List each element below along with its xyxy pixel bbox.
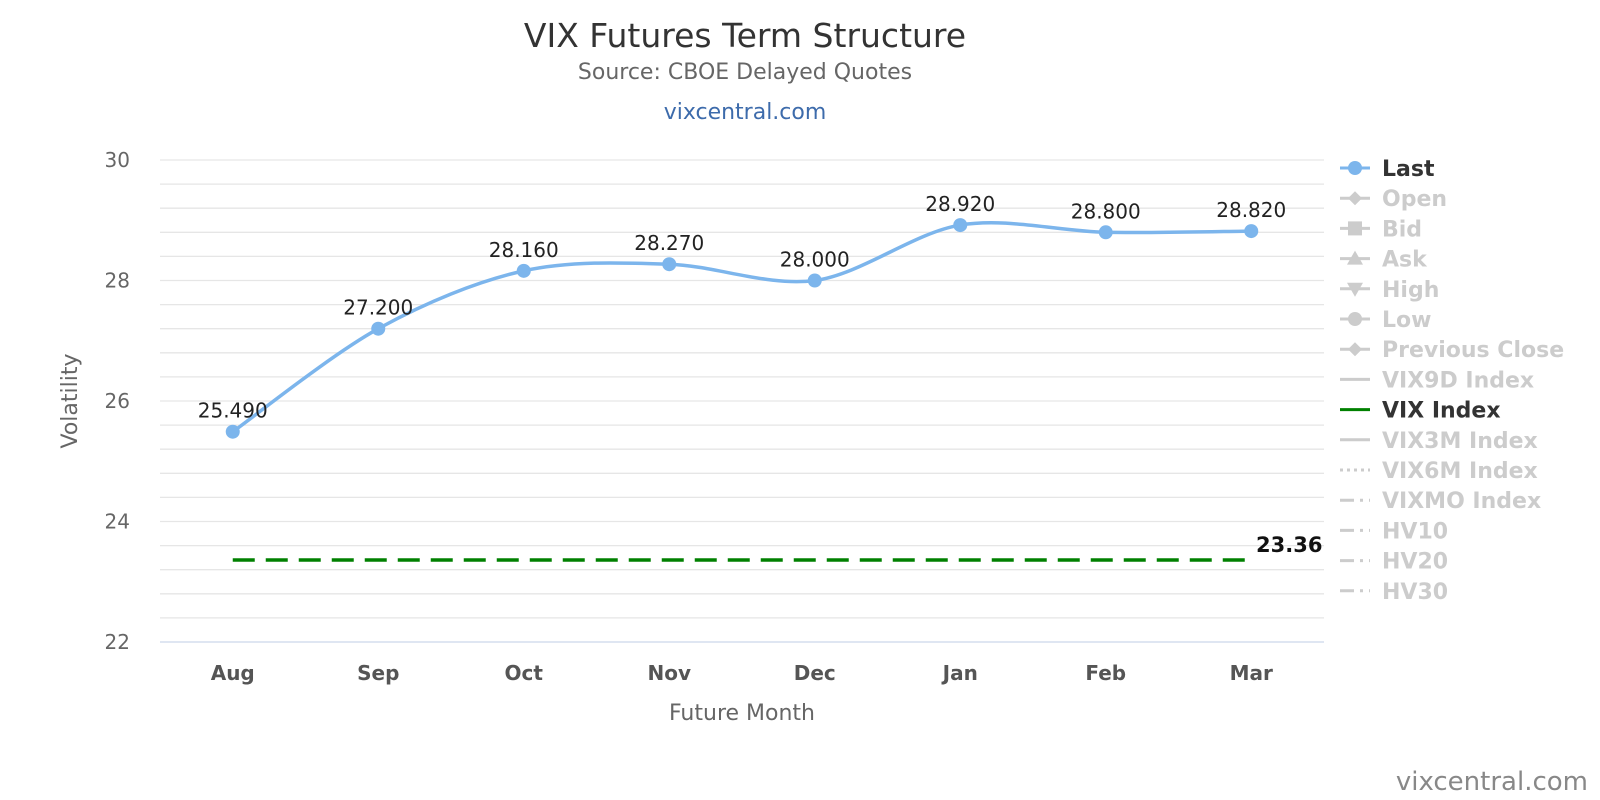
- legend-item-previous-close[interactable]: Previous Close: [1340, 338, 1564, 363]
- legend-label: VIXMO Index: [1382, 489, 1541, 514]
- x-tick-label: Dec: [794, 661, 836, 685]
- series-layer: 23.36 25.490 27.200 28.160 28.270 28.000 28.92…: [198, 192, 1322, 562]
- x-tick-label: Nov: [647, 661, 691, 685]
- legend: Last Open Bid Ask High Low Previous Close VIX9D…: [1340, 157, 1564, 605]
- legend-marker-triangle-down: [1347, 282, 1363, 297]
- legend-label: High: [1382, 278, 1439, 303]
- legend-item-bid[interactable]: Bid: [1340, 217, 1422, 242]
- chart-title: VIX Futures Term Structure: [524, 16, 966, 55]
- site-link[interactable]: vixcentral.com: [664, 100, 827, 125]
- legend-label: VIX9D Index: [1382, 368, 1534, 393]
- last-series-line: [231, 221, 1252, 434]
- legend-label: VIX6M Index: [1382, 459, 1538, 484]
- legend-label: Ask: [1382, 248, 1428, 273]
- vix-index-value-label: 23.36: [1256, 533, 1322, 557]
- last-data-label: 28.160: [489, 238, 559, 262]
- last-data-label: 28.800: [1071, 199, 1141, 223]
- x-axis: Aug Sep Oct Nov Dec Jan Feb Mar: [211, 661, 1273, 685]
- legend-label: VIX Index: [1382, 399, 1501, 424]
- last-point-marker: [1098, 225, 1113, 240]
- legend-label: HV30: [1382, 580, 1448, 605]
- y-axis: 22 24 26 28 30: [105, 148, 130, 654]
- legend-label: Last: [1382, 157, 1435, 182]
- legend-item-ask[interactable]: Ask: [1340, 248, 1428, 273]
- legend-label: VIX3M Index: [1382, 429, 1538, 454]
- legend-label: Previous Close: [1382, 338, 1564, 363]
- legend-item-high[interactable]: High: [1340, 278, 1439, 303]
- legend-item-low[interactable]: Low: [1340, 308, 1431, 333]
- x-axis-title: Future Month: [669, 701, 815, 726]
- last-data-label: 28.820: [1216, 198, 1286, 222]
- legend-item-vix3m-index[interactable]: VIX3M Index: [1340, 429, 1538, 454]
- last-point-marker: [516, 263, 531, 278]
- legend-marker-circle: [1348, 161, 1362, 175]
- legend-label: Open: [1382, 187, 1447, 212]
- legend-label: HV20: [1382, 550, 1448, 575]
- legend-item-vix-index[interactable]: VIX Index: [1340, 399, 1501, 424]
- legend-marker-circle: [1348, 312, 1362, 326]
- watermark: vixcentral.com: [1396, 767, 1588, 797]
- y-tick-label: 30: [105, 148, 130, 172]
- last-point-marker: [371, 321, 386, 336]
- y-tick-label: 22: [105, 630, 130, 654]
- legend-item-hv10[interactable]: HV10: [1340, 519, 1448, 544]
- last-data-label: 25.490: [198, 399, 268, 423]
- plot-grid: [160, 159, 1324, 643]
- last-point-marker: [1244, 224, 1259, 239]
- legend-item-vix9d-index[interactable]: VIX9D Index: [1340, 368, 1534, 393]
- y-tick-label: 28: [105, 269, 130, 293]
- legend-label: Low: [1382, 308, 1431, 333]
- x-tick-label: Aug: [211, 661, 255, 685]
- legend-label: Bid: [1382, 217, 1422, 242]
- last-data-label: 28.270: [634, 231, 704, 255]
- last-point-marker: [225, 424, 240, 439]
- legend-marker-diamond: [1348, 342, 1362, 357]
- legend-item-hv20[interactable]: HV20: [1340, 550, 1448, 575]
- x-tick-label: Mar: [1230, 661, 1273, 685]
- x-tick-label: Oct: [505, 661, 544, 685]
- legend-marker-square: [1348, 221, 1362, 236]
- legend-item-hv30[interactable]: HV30: [1340, 580, 1448, 605]
- last-point-marker: [662, 257, 677, 272]
- last-point-marker: [807, 273, 822, 288]
- y-tick-label: 24: [105, 510, 130, 534]
- legend-item-last[interactable]: Last: [1340, 157, 1435, 182]
- last-data-label: 28.000: [780, 248, 850, 272]
- legend-label: HV10: [1382, 519, 1448, 544]
- y-axis-title: Volatility: [58, 353, 83, 448]
- last-data-label: 28.920: [925, 192, 995, 216]
- legend-item-open[interactable]: Open: [1340, 187, 1447, 212]
- legend-item-vix6m-index[interactable]: VIX6M Index: [1340, 459, 1538, 484]
- x-tick-label: Feb: [1085, 661, 1126, 685]
- y-tick-label: 26: [105, 389, 130, 413]
- last-data-label: 27.200: [343, 296, 413, 320]
- chart-subtitle: Source: CBOE Delayed Quotes: [578, 60, 912, 85]
- legend-item-vixmo-index[interactable]: VIXMO Index: [1340, 489, 1541, 514]
- x-tick-label: Sep: [357, 661, 399, 685]
- legend-marker-diamond: [1348, 191, 1362, 206]
- legend-marker-triangle: [1347, 250, 1363, 265]
- x-tick-label: Jan: [941, 661, 978, 685]
- last-point-marker: [953, 218, 968, 233]
